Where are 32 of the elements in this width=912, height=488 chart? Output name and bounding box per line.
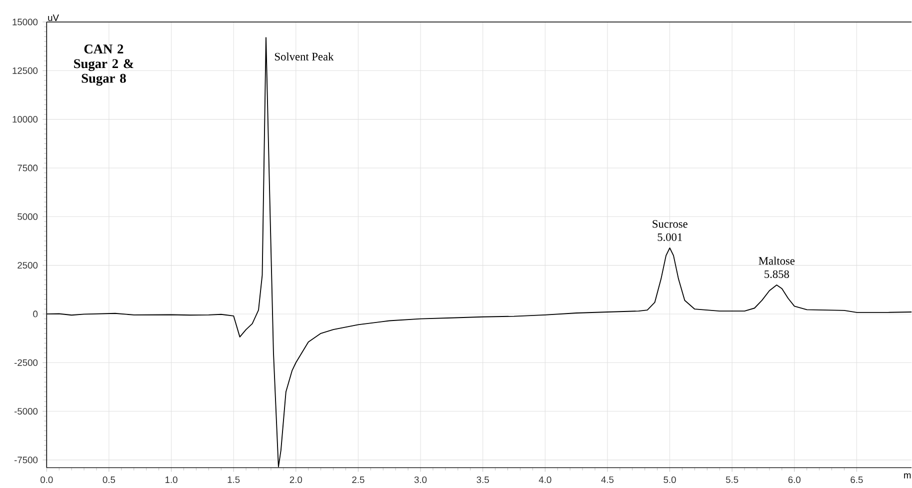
y-axis-title: uV xyxy=(48,14,59,22)
x-tick-label: 2.5 xyxy=(352,476,364,484)
text: CAN 2 Sugar 2 & Sugar 8 xyxy=(74,44,134,86)
y-tick-label: 12500 xyxy=(12,67,38,74)
x-tick-label: 1.5 xyxy=(228,476,240,483)
y-tick-label: 7500 xyxy=(18,164,38,172)
x-tick-label: 6.0 xyxy=(788,476,801,484)
x-tick-label: 3.0 xyxy=(414,476,427,484)
x-tick-label: 3.5 xyxy=(476,476,489,484)
x-tick-label: 0.0 xyxy=(40,476,53,484)
y-tick-label: 0 xyxy=(33,310,38,318)
x-tick-label: 0.5 xyxy=(102,476,116,484)
annotation: Sucrose xyxy=(652,220,688,228)
x-tick-label: 6.5 xyxy=(850,476,863,484)
y-tick-label: -5000 xyxy=(14,408,38,415)
y-tick-label: 5000 xyxy=(18,213,38,220)
y-tick-label: -7500 xyxy=(14,456,38,464)
x-tick-label: 4.0 xyxy=(538,476,552,484)
y-tick-label: -2500 xyxy=(14,359,38,366)
y-tick-label: 2500 xyxy=(18,262,38,269)
x-tick-label: 4.5 xyxy=(601,476,614,483)
x-tick-label: 1.0 xyxy=(166,476,178,484)
annotation: 5.858 xyxy=(764,270,789,278)
annotation: 5.001 xyxy=(658,233,682,242)
annotation: Solvent Peak xyxy=(275,52,334,60)
y-tick-label: 10000 xyxy=(12,116,38,123)
y-tick-label: 15000 xyxy=(12,18,38,26)
x-tick-label: 5.5 xyxy=(726,476,738,483)
annotation: Maltose xyxy=(758,256,795,265)
x-tick-label: 2.0 xyxy=(290,476,302,484)
x-axis-title: m xyxy=(904,473,911,478)
x-tick-label: 5.0 xyxy=(664,476,676,484)
